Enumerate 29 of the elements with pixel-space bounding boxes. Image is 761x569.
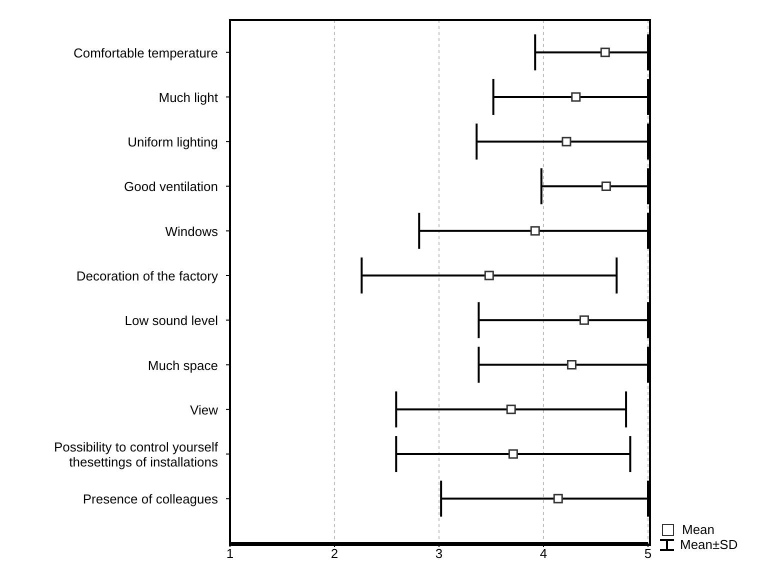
x-tick-label: 2 [330, 546, 338, 562]
y-tick-label: Good ventilation [124, 178, 218, 194]
y-tick-label: Uniform lighting [128, 134, 218, 150]
point [484, 270, 494, 280]
point [506, 404, 516, 414]
x-tick-label: 4 [540, 546, 548, 562]
y-tick-label: Comfortable temperature [73, 44, 218, 60]
point [530, 226, 540, 236]
y-tick-label: Presence of colleagues [82, 491, 218, 506]
point [601, 181, 611, 191]
point [580, 315, 590, 325]
y-tick-label: Much light [158, 89, 218, 104]
point [508, 449, 518, 459]
point [571, 92, 581, 102]
legend-label: Mean [682, 522, 715, 537]
point [566, 360, 576, 370]
point [553, 494, 563, 504]
y-tick-label: Much space [148, 357, 218, 372]
point [600, 48, 610, 58]
x-tick-label: 3 [435, 546, 443, 562]
y-tick-label: Possibility to control yourself thesettings of installations [54, 439, 218, 470]
x-tick-label: 5 [644, 546, 652, 562]
y-tick-label: View [190, 402, 219, 417]
y-tick-label: Decoration of the factory [76, 268, 218, 283]
text: Mean±SD [680, 537, 738, 552]
y-tick-label: Windows [165, 223, 218, 238]
point [562, 136, 572, 146]
y-tick-label: Low sound level [124, 312, 218, 328]
x-tick-label: 1 [226, 546, 234, 562]
